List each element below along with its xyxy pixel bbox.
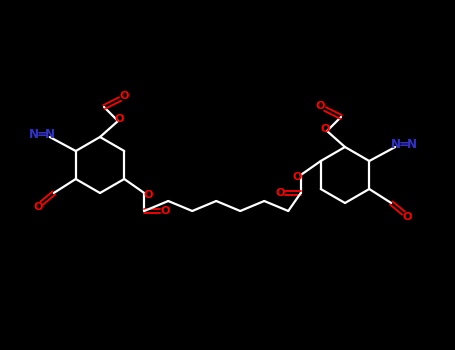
Text: O: O xyxy=(144,190,153,200)
Text: =: = xyxy=(399,138,410,150)
Text: O: O xyxy=(315,101,325,111)
Text: =: = xyxy=(36,127,47,140)
Text: O: O xyxy=(33,202,42,212)
Text: O: O xyxy=(161,206,170,216)
Text: N: N xyxy=(45,127,55,140)
Text: O: O xyxy=(403,212,412,222)
Text: N: N xyxy=(407,138,417,150)
Text: N: N xyxy=(29,127,39,140)
Text: O: O xyxy=(119,91,129,101)
Text: O: O xyxy=(320,124,330,134)
Text: N: N xyxy=(391,138,401,150)
Text: O: O xyxy=(275,188,284,198)
Text: O: O xyxy=(114,114,124,124)
Text: O: O xyxy=(292,172,302,182)
